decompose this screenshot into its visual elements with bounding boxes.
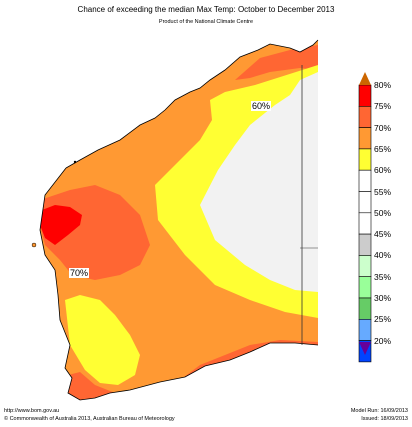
colorbar-tick-label: 65% (374, 143, 392, 154)
footer-url[interactable]: http://www.bom.gov.au (4, 408, 60, 414)
colorbar-cell (358, 169, 372, 192)
colorbar-cell (358, 318, 372, 341)
island (31, 242, 37, 248)
zone-southwest-65 (65, 295, 140, 385)
colorbar-cell (358, 233, 372, 256)
map-label-70: 70% (69, 268, 90, 278)
zone-80 (40, 205, 82, 245)
footer-issued: Issued: 18/09/2013 (361, 416, 408, 422)
colorbar-cell (358, 84, 372, 107)
zone-50-55 (200, 72, 318, 292)
colorbar-cell (358, 106, 372, 128)
coastline (39, 39, 319, 401)
footer-model-run: Model Run: 16/09/2013 (350, 408, 408, 414)
footer-copyright: © Commonwealth of Australia 2013, Austra… (4, 416, 175, 422)
colorbar-tick-label: 55% (374, 186, 392, 197)
colorbar-tick-label: 50% (374, 207, 392, 218)
colorbar-cell (358, 191, 372, 214)
map-title: Chance of exceeding the median Max Temp:… (77, 5, 335, 14)
colorbar-tick-label: 20% (374, 335, 392, 346)
zone-kimberley-75 (235, 45, 318, 80)
colorbar-tick-label: 75% (374, 101, 392, 112)
colorbar-tick-label: 35% (374, 271, 392, 282)
colorbar-cell (358, 148, 372, 171)
map-subtitle: Product of the National Climate Centre (158, 19, 254, 25)
colorbar-tick-label: 30% (374, 293, 392, 303)
colorbar-top-arrow (359, 72, 371, 85)
map-label-60: 60% (251, 101, 272, 111)
colorbar-tick-label: 25% (374, 314, 392, 325)
colorbar-tick-label: 60% (374, 165, 392, 176)
island (73, 160, 77, 164)
colorbar-tick-label: 45% (374, 229, 392, 240)
colorbar-tick-label: 40% (374, 250, 392, 261)
colorbar-bottom-arrow (359, 342, 371, 355)
colorbar-tick-label: 80% (374, 80, 392, 90)
colorbar-cell (358, 212, 372, 235)
colorbar-cell (358, 255, 372, 277)
colorbar-cell (358, 276, 372, 299)
colorbar-cell (358, 127, 372, 150)
colorbar-tick-label: 70% (374, 122, 392, 133)
colorbar-cell (358, 297, 372, 320)
